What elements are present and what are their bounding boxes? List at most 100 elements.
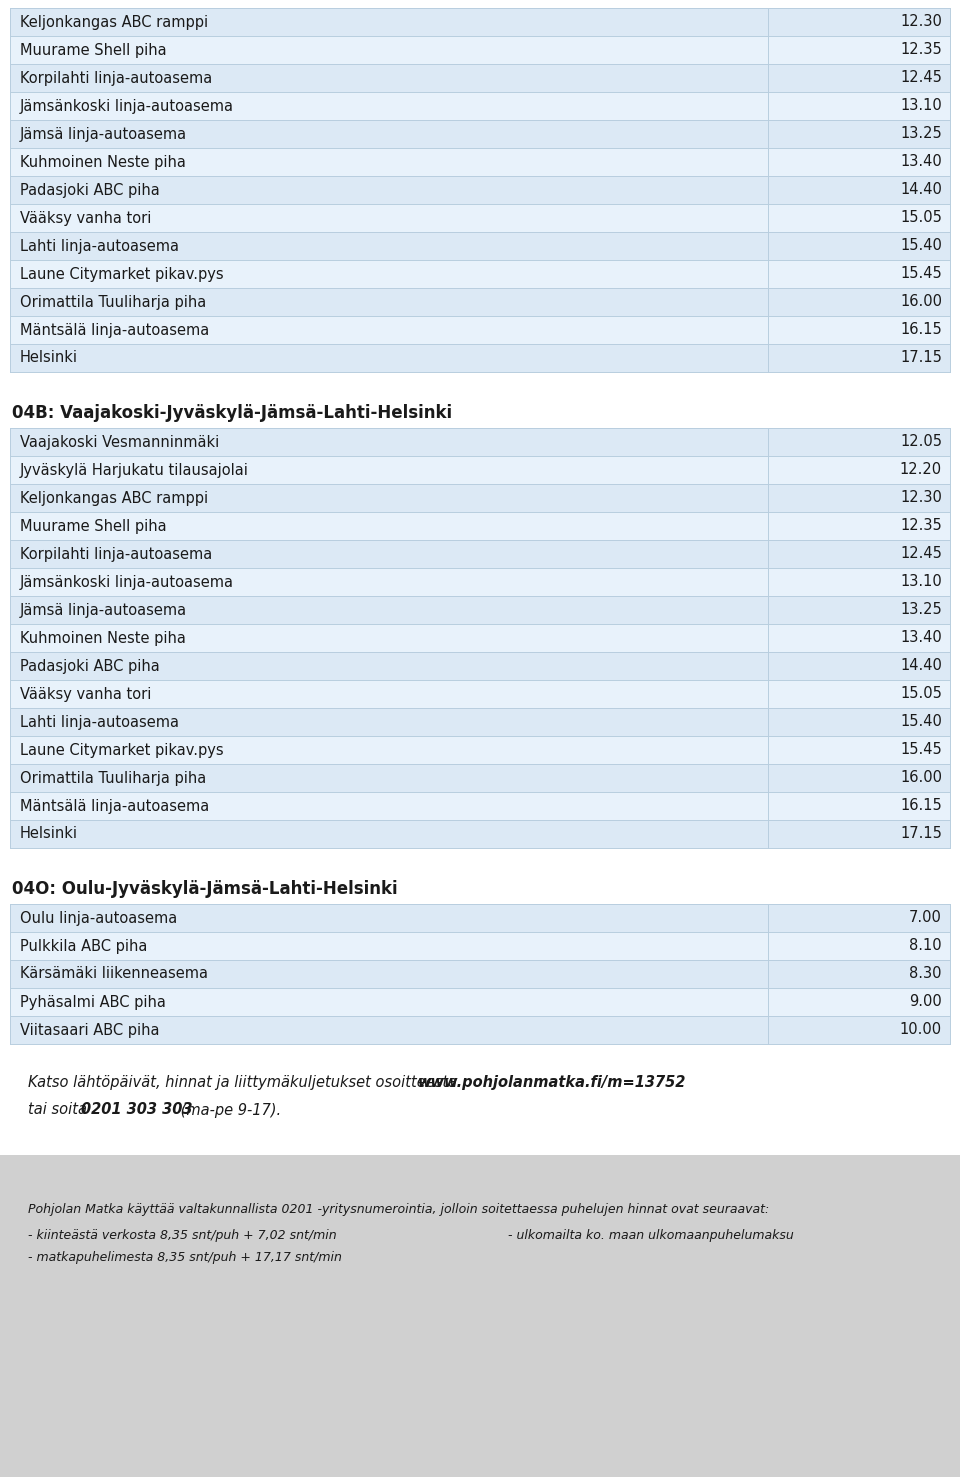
Bar	[10, 679, 950, 707]
Text: 14.40: 14.40	[900, 183, 942, 198]
Text: 0201 303 303: 0201 303 303	[81, 1102, 193, 1118]
Text: 10.00: 10.00	[900, 1022, 942, 1037]
Text: Vääksy vanha tori: Vääksy vanha tori	[20, 211, 152, 226]
Text: Laune Citymarket pikav.pys: Laune Citymarket pikav.pys	[20, 266, 224, 282]
Text: Keljonkangas ABC ramppi: Keljonkangas ABC ramppi	[20, 15, 208, 30]
Bar	[10, 344, 950, 372]
Text: 12.45: 12.45	[900, 71, 942, 86]
Bar	[10, 569, 950, 597]
Text: (ma-pe 9-17).: (ma-pe 9-17).	[176, 1102, 281, 1118]
Bar	[10, 764, 950, 792]
Text: Padasjoki ABC piha: Padasjoki ABC piha	[20, 659, 159, 674]
Text: - ulkomailta ko. maan ulkomaanpuhelumaksu: - ulkomailta ko. maan ulkomaanpuhelumaks…	[508, 1229, 794, 1242]
Text: 13.25: 13.25	[900, 603, 942, 617]
Text: 13.25: 13.25	[900, 127, 942, 142]
Text: Jyväskylä Harjukatu tilausajolai: Jyväskylä Harjukatu tilausajolai	[20, 462, 249, 477]
Text: Pyhäsalmi ABC piha: Pyhäsalmi ABC piha	[20, 994, 166, 1009]
Bar	[10, 623, 950, 651]
Text: 16.00: 16.00	[900, 294, 942, 310]
Text: Padasjoki ABC piha: Padasjoki ABC piha	[20, 183, 159, 198]
Text: Keljonkangas ABC ramppi: Keljonkangas ABC ramppi	[20, 490, 208, 505]
Text: - kiinteästä verkosta 8,35 snt/puh + 7,02 snt/min: - kiinteästä verkosta 8,35 snt/puh + 7,0…	[28, 1229, 337, 1242]
Bar	[10, 92, 950, 120]
Bar	[10, 176, 950, 204]
Bar	[10, 904, 950, 932]
Text: Pohjolan Matka käyttää valtakunnallista 0201 -yritysnumerointia, jolloin soitett: Pohjolan Matka käyttää valtakunnallista …	[28, 1204, 769, 1217]
Text: Korpilahti linja-autoasema: Korpilahti linja-autoasema	[20, 546, 212, 561]
Text: - matkapuhelimesta 8,35 snt/puh + 17,17 snt/min: - matkapuhelimesta 8,35 snt/puh + 17,17 …	[28, 1251, 342, 1264]
Text: 7.00: 7.00	[909, 910, 942, 926]
Text: Helsinki: Helsinki	[20, 827, 78, 842]
Text: Viitasaari ABC piha: Viitasaari ABC piha	[20, 1022, 159, 1037]
Text: Mäntsälä linja-autoasema: Mäntsälä linja-autoasema	[20, 799, 209, 814]
Text: Jämsänkoski linja-autoasema: Jämsänkoski linja-autoasema	[20, 575, 234, 589]
Text: 16.00: 16.00	[900, 771, 942, 786]
Text: Pulkkila ABC piha: Pulkkila ABC piha	[20, 938, 148, 954]
Text: 12.45: 12.45	[900, 546, 942, 561]
Text: 13.40: 13.40	[900, 155, 942, 170]
Text: Kuhmoinen Neste piha: Kuhmoinen Neste piha	[20, 631, 186, 645]
Text: Jämsä linja-autoasema: Jämsä linja-autoasema	[20, 603, 187, 617]
Bar	[10, 7, 950, 35]
Text: 9.00: 9.00	[909, 994, 942, 1009]
Text: 12.30: 12.30	[900, 15, 942, 30]
Bar	[10, 541, 950, 569]
Bar	[10, 820, 950, 848]
Text: Korpilahti linja-autoasema: Korpilahti linja-autoasema	[20, 71, 212, 86]
Text: Kärsämäki liikenneasema: Kärsämäki liikenneasema	[20, 966, 208, 982]
Text: Katso lähtöpäivät, hinnat ja liittymäkuljetukset osoitteesta: Katso lähtöpäivät, hinnat ja liittymäkul…	[28, 1074, 467, 1090]
Text: Jämsänkoski linja-autoasema: Jämsänkoski linja-autoasema	[20, 99, 234, 114]
Text: tai soita: tai soita	[28, 1102, 91, 1118]
Text: 15.40: 15.40	[900, 715, 942, 730]
Bar	[10, 988, 950, 1016]
Text: Muurame Shell piha: Muurame Shell piha	[20, 518, 167, 533]
Text: Muurame Shell piha: Muurame Shell piha	[20, 43, 167, 58]
Text: 15.45: 15.45	[900, 743, 942, 758]
Text: Orimattila Tuuliharja piha: Orimattila Tuuliharja piha	[20, 294, 206, 310]
Text: 04B: Vaajakoski-Jyväskylä-Jämsä-Lahti-Helsinki: 04B: Vaajakoski-Jyväskylä-Jämsä-Lahti-He…	[12, 403, 452, 422]
Bar	[10, 736, 950, 764]
Bar	[10, 316, 950, 344]
Text: Orimattila Tuuliharja piha: Orimattila Tuuliharja piha	[20, 771, 206, 786]
Text: Jämsä linja-autoasema: Jämsä linja-autoasema	[20, 127, 187, 142]
Text: 15.05: 15.05	[900, 211, 942, 226]
Bar	[10, 484, 950, 513]
Text: Lahti linja-autoasema: Lahti linja-autoasema	[20, 238, 179, 254]
Bar	[10, 513, 950, 541]
Bar	[10, 204, 950, 232]
Text: 15.05: 15.05	[900, 687, 942, 702]
Bar	[10, 456, 950, 484]
Bar	[10, 960, 950, 988]
Text: 04O: Oulu-Jyväskylä-Jämsä-Lahti-Helsinki: 04O: Oulu-Jyväskylä-Jämsä-Lahti-Helsinki	[12, 880, 397, 898]
Bar	[10, 260, 950, 288]
Text: 13.10: 13.10	[900, 575, 942, 589]
Text: 12.35: 12.35	[900, 518, 942, 533]
Text: Vääksy vanha tori: Vääksy vanha tori	[20, 687, 152, 702]
Bar	[10, 792, 950, 820]
Bar	[10, 932, 950, 960]
Text: 15.45: 15.45	[900, 266, 942, 282]
Bar	[10, 288, 950, 316]
Bar	[10, 428, 950, 456]
Text: 13.10: 13.10	[900, 99, 942, 114]
Text: 15.40: 15.40	[900, 238, 942, 254]
Bar	[10, 148, 950, 176]
Bar	[10, 651, 950, 679]
Text: Kuhmoinen Neste piha: Kuhmoinen Neste piha	[20, 155, 186, 170]
Text: 14.40: 14.40	[900, 659, 942, 674]
Text: Laune Citymarket pikav.pys: Laune Citymarket pikav.pys	[20, 743, 224, 758]
Text: 17.15: 17.15	[900, 827, 942, 842]
Text: Lahti linja-autoasema: Lahti linja-autoasema	[20, 715, 179, 730]
Bar	[0, 1155, 960, 1477]
Text: 12.05: 12.05	[900, 434, 942, 449]
Text: 8.30: 8.30	[909, 966, 942, 982]
Text: 13.40: 13.40	[900, 631, 942, 645]
Bar	[10, 597, 950, 623]
Bar	[10, 64, 950, 92]
Text: Helsinki: Helsinki	[20, 350, 78, 365]
Bar	[10, 232, 950, 260]
Bar	[10, 120, 950, 148]
Text: www.pohjolanmatka.fi/m=13752: www.pohjolanmatka.fi/m=13752	[418, 1074, 686, 1090]
Text: 12.35: 12.35	[900, 43, 942, 58]
Text: 17.15: 17.15	[900, 350, 942, 365]
